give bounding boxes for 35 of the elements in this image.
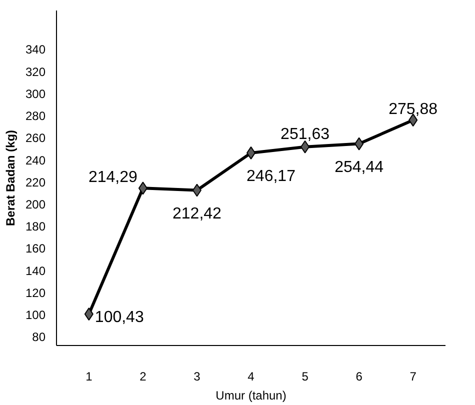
y-tick-label: 280 <box>25 109 46 124</box>
point <box>192 184 202 197</box>
data-label: 212,42 <box>172 205 222 222</box>
y-tick-label: 240 <box>25 153 46 168</box>
x-tick-label: 5 <box>302 370 309 384</box>
x-tick-label: 2 <box>140 370 147 384</box>
data-label: 100,43 <box>94 309 144 326</box>
x-tick-label: 7 <box>410 370 417 384</box>
y-tick-label: 160 <box>25 242 46 256</box>
y-tick-label: 80 <box>32 330 46 344</box>
data-label: 251,63 <box>280 126 330 143</box>
x-axis-title: Umur (tahun) <box>216 388 286 402</box>
x-tick-label: 3 <box>194 370 201 384</box>
y-tick-label: 220 <box>25 175 46 190</box>
y-tick-label: 320 <box>25 64 46 79</box>
y-tick-label: 140 <box>25 264 46 278</box>
x-tick-label: 6 <box>356 370 363 384</box>
point <box>354 137 364 150</box>
y-tick-label: 260 <box>25 131 46 146</box>
data-label: 214,29 <box>88 169 138 186</box>
point <box>84 308 94 321</box>
data-label: 275,88 <box>388 101 438 118</box>
data-label: 246,17 <box>246 168 296 185</box>
data-label: 254,44 <box>334 158 384 176</box>
y-tick-label: 300 <box>25 86 46 101</box>
point <box>138 182 148 195</box>
point <box>300 140 310 154</box>
y-tick-label: 120 <box>25 286 46 300</box>
y-axis-title: Berat Badan (kg) <box>3 130 18 226</box>
x-tick-label: 4 <box>248 370 255 384</box>
y-tick-label: 340 <box>25 42 46 57</box>
y-tick-label: 100 <box>25 308 46 322</box>
y-tick-label: 180 <box>25 220 46 234</box>
y-tick-label: 200 <box>25 197 46 212</box>
x-tick-label: 1 <box>86 370 93 384</box>
